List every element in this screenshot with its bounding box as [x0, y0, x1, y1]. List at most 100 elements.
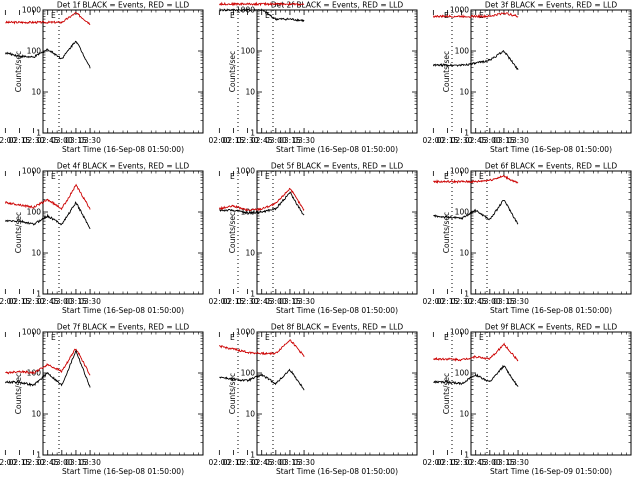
- series-line-black: [219, 191, 305, 216]
- y-tick-label: 1: [36, 451, 41, 460]
- y-tick-label: 100: [241, 369, 256, 378]
- x-tick-label: 03:15: [279, 297, 301, 306]
- chart-title: Det 2f BLACK = Events, RED = LLD: [271, 1, 404, 10]
- y-tick-label: 100: [455, 208, 470, 217]
- x-tick-label: 02:15: [223, 297, 245, 306]
- y-tick-label: 1000: [450, 328, 469, 337]
- x-tick-label: 03:30: [507, 458, 529, 467]
- x-tick-label: 02:15: [223, 458, 245, 467]
- chart-title: Det 6f BLACK = Events, RED = LLD: [485, 162, 618, 171]
- y-tick-label: 100: [455, 47, 470, 56]
- y-tick-label: 1: [36, 290, 41, 299]
- chart-title: Det 8f BLACK = Events, RED = LLD: [271, 323, 404, 332]
- x-tick-label: 02:30: [451, 458, 473, 467]
- chart-title: Det 4f BLACK = Events, RED = LLD: [57, 162, 190, 171]
- y-tick-label: 10: [245, 249, 255, 258]
- event-marker-label: E: [444, 11, 449, 20]
- y-tick-label: 1000: [22, 167, 41, 176]
- plot-frame: [470, 170, 632, 295]
- y-tick-label: 1: [250, 290, 255, 299]
- x-axis-label: Start Time (16-Sep-09 01:50:00): [490, 467, 612, 476]
- y-axis-label: Counts/sec: [442, 373, 451, 414]
- x-tick-label: 02:15: [223, 136, 245, 145]
- x-tick-label: 02:00: [0, 297, 16, 306]
- x-tick-label: 03:00: [265, 458, 287, 467]
- y-tick-label: 1000: [236, 328, 255, 337]
- x-tick-label: 02:45: [465, 136, 487, 145]
- x-tick-label: 03:30: [79, 297, 101, 306]
- y-tick-label: 1: [464, 451, 469, 460]
- chart-title: Det 5f BLACK = Events, RED = LLD: [271, 162, 404, 171]
- x-tick-label: 03:00: [479, 458, 501, 467]
- series-line-black: [219, 8, 305, 23]
- chart-panel-9: Det 9f BLACK = Events, RED = LLD 1 10 100 10…: [423, 323, 632, 476]
- x-tick-label: 02:45: [465, 297, 487, 306]
- x-tick-label: 02:45: [251, 297, 273, 306]
- x-tick-label: 02:45: [465, 458, 487, 467]
- chart-panel-3: Det 3f BLACK = Events, RED = LLD 1 10 100 10…: [423, 1, 632, 154]
- x-tick-label: 02:15: [437, 136, 459, 145]
- x-tick-label: 02:00: [209, 458, 231, 467]
- x-tick-label: 02:30: [23, 136, 45, 145]
- y-tick-label: 10: [31, 410, 41, 419]
- event-marker-label: E: [479, 172, 484, 181]
- event-marker-label: E: [51, 333, 56, 342]
- x-tick-label: 02:15: [9, 136, 31, 145]
- x-tick-label: 03:00: [265, 297, 287, 306]
- y-tick-label: 100: [241, 47, 256, 56]
- plot-frame: [470, 9, 632, 134]
- series-line-red: [432, 12, 519, 19]
- y-tick-label: 10: [459, 249, 469, 258]
- x-tick-label: 02:00: [209, 297, 231, 306]
- y-tick-label: 100: [241, 208, 256, 217]
- chart-title: Det 3f BLACK = Events, RED = LLD: [485, 1, 618, 10]
- x-tick-label: 02:00: [209, 136, 231, 145]
- series-line-red: [4, 183, 91, 211]
- x-tick-label: 03:30: [79, 136, 101, 145]
- x-tick-label: 02:45: [37, 297, 59, 306]
- x-tick-label: 02:00: [0, 458, 16, 467]
- x-tick-label: 03:15: [65, 136, 87, 145]
- chart-panel-1: Det 1f BLACK = Events, RED = LLD 1 10 100 10…: [0, 1, 239, 154]
- event-marker-label: E: [51, 172, 56, 181]
- x-tick-label: 02:00: [423, 458, 445, 467]
- event-marker-label: E: [51, 11, 56, 20]
- x-tick-label: 03:00: [51, 297, 73, 306]
- x-tick-label: 03:00: [479, 136, 501, 145]
- x-axis-label: Start Time (16-Sep-08 01:50:00): [276, 306, 398, 315]
- y-axis-label: Counts/sec: [228, 212, 237, 253]
- x-tick-label: 03:00: [479, 297, 501, 306]
- x-tick-label: 02:00: [0, 136, 16, 145]
- y-tick-label: 10: [459, 88, 469, 97]
- plot-frame: [470, 331, 632, 456]
- event-marker-label: E: [230, 11, 235, 20]
- chart-title: Det 1f BLACK = Events, RED = LLD: [57, 1, 190, 10]
- x-tick-label: 03:30: [293, 136, 315, 145]
- y-axis-label: Counts/sec: [442, 212, 451, 253]
- x-tick-label: 03:30: [79, 458, 101, 467]
- event-marker-label: E: [444, 333, 449, 342]
- plot-frame: [256, 331, 418, 456]
- x-axis-label: Start Time (16-Sep-08 01:50:00): [276, 467, 398, 476]
- x-tick-label: 03:15: [493, 297, 515, 306]
- series-line-red: [219, 1, 305, 7]
- event-marker-label: E: [479, 333, 484, 342]
- chart-title: Det 9f BLACK = Events, RED = LLD: [485, 323, 618, 332]
- x-tick-label: 02:30: [451, 136, 473, 145]
- x-tick-label: 03:15: [65, 458, 87, 467]
- x-tick-label: 03:00: [51, 136, 73, 145]
- y-tick-label: 10: [31, 249, 41, 258]
- y-tick-label: 100: [27, 208, 42, 217]
- series-line-red: [433, 175, 519, 184]
- y-axis-label: Counts/sec: [14, 373, 23, 414]
- x-axis-label: Start Time (16-Sep-08 01:50:00): [62, 467, 184, 476]
- event-marker-label: E: [444, 172, 449, 181]
- chart-panel-2: Det 2f BLACK = Events, RED = LLD11010010…: [209, 1, 453, 154]
- x-tick-label: 03:00: [265, 136, 287, 145]
- y-tick-label: 1: [250, 129, 255, 138]
- plot-frame: [42, 331, 204, 456]
- x-tick-label: 03:15: [493, 458, 515, 467]
- y-axis-label: Counts/sec: [228, 51, 237, 92]
- series-line-red: [433, 342, 519, 362]
- x-axis-label: Start Time (16-Sep-08 01:50:00): [490, 306, 612, 315]
